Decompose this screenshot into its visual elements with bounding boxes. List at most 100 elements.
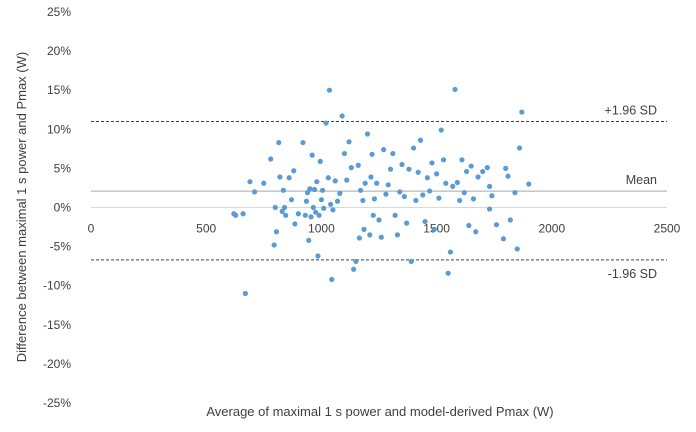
- x-tick-label: 1000: [308, 222, 335, 236]
- y-axis-ticks: 25% 20% 15% 10% 5% 0% -5% -10% -15% -20% -25%: [43, 5, 71, 410]
- data-point: [507, 217, 513, 223]
- data-point: [390, 150, 396, 157]
- data-point: [272, 204, 278, 211]
- data-point: [376, 217, 382, 223]
- data-point: [420, 192, 426, 198]
- data-point: [319, 187, 326, 193]
- data-point: [317, 158, 323, 164]
- data-point: [394, 232, 401, 238]
- data-point: [325, 175, 331, 181]
- data-point: [385, 182, 391, 188]
- data-point: [271, 242, 277, 248]
- data-point: [370, 212, 376, 218]
- reference-line-label: Mean: [626, 173, 657, 187]
- data-point: [303, 198, 310, 204]
- data-point: [473, 229, 479, 235]
- data-point: [309, 152, 315, 158]
- data-point: [486, 183, 493, 189]
- data-point: [514, 246, 520, 252]
- data-point: [526, 181, 532, 187]
- data-point: [330, 207, 336, 213]
- x-tick-label: 1500: [423, 222, 450, 236]
- data-point: [505, 173, 511, 179]
- reference-lines: +1.96 SD Mean -1.96 SD: [91, 103, 667, 281]
- data-point: [328, 201, 334, 207]
- data-point: [346, 139, 352, 145]
- x-tick-label: 500: [196, 222, 216, 236]
- data-point: [291, 168, 297, 174]
- data-point: [261, 180, 267, 186]
- y-tick-label: -5%: [50, 240, 72, 254]
- data-point: [288, 197, 295, 203]
- y-axis-title: Difference between maximal 1 s power and…: [14, 52, 29, 362]
- data-point: [484, 165, 490, 171]
- data-point: [356, 235, 363, 241]
- data-point: [353, 258, 359, 265]
- data-point: [486, 206, 493, 212]
- data-point: [427, 188, 433, 194]
- data-point: [413, 197, 419, 204]
- reference-line-label: +1.96 SD: [605, 103, 657, 117]
- data-point: [434, 171, 440, 177]
- data-point: [337, 190, 343, 197]
- data-point: [489, 193, 495, 199]
- data-point: [431, 226, 437, 232]
- data-point: [397, 189, 403, 195]
- data-point: [311, 186, 318, 193]
- data-point: [292, 221, 298, 227]
- data-point: [404, 220, 410, 226]
- x-axis-title: Average of maximal 1 s power and model-d…: [206, 404, 553, 419]
- data-point: [276, 139, 282, 146]
- data-point: [450, 183, 456, 189]
- data-point: [468, 163, 474, 169]
- data-point: [399, 161, 405, 168]
- data-point: [401, 193, 407, 200]
- y-tick-label: 25%: [47, 5, 71, 19]
- data-point: [302, 212, 308, 218]
- data-point: [321, 205, 327, 211]
- data-point: [436, 195, 442, 201]
- data-point: [387, 166, 394, 172]
- data-point: [383, 191, 389, 197]
- data-point: [314, 179, 320, 185]
- data-point: [268, 156, 274, 162]
- data-point: [300, 139, 306, 146]
- data-point: [424, 175, 430, 181]
- data-point: [500, 236, 507, 242]
- data-point: [281, 204, 288, 211]
- y-tick-label: 10%: [47, 122, 71, 136]
- data-point: [361, 226, 367, 232]
- data-point: [475, 174, 481, 180]
- data-point: [351, 266, 357, 272]
- y-tick-label: 5%: [54, 161, 72, 175]
- data-point: [334, 198, 341, 204]
- data-point: [360, 197, 366, 204]
- data-point: [457, 197, 463, 204]
- data-point: [326, 87, 333, 93]
- data-point: [247, 179, 253, 185]
- data-point: [429, 160, 435, 166]
- data-point: [422, 218, 428, 225]
- y-tick-label: 0%: [54, 201, 72, 215]
- y-tick-label: -10%: [43, 279, 71, 293]
- data-point: [362, 180, 368, 186]
- data-point: [415, 169, 421, 175]
- data-point: [459, 157, 465, 163]
- data-point: [408, 258, 414, 265]
- data-point: [443, 180, 449, 186]
- data-point: [306, 237, 312, 243]
- data-point: [369, 151, 375, 157]
- data-point: [279, 208, 285, 215]
- data-point: [307, 186, 313, 192]
- data-point: [480, 168, 486, 175]
- y-tick-label: 20%: [47, 44, 71, 58]
- data-point: [295, 211, 301, 217]
- data-point: [410, 145, 417, 151]
- data-point: [339, 113, 345, 119]
- x-axis-ticks: 0 500 1000 1500 2000 2500: [88, 222, 681, 236]
- data-point: [348, 165, 354, 171]
- data-point: [371, 196, 377, 202]
- data-point: [392, 212, 398, 218]
- data-point: [308, 214, 314, 220]
